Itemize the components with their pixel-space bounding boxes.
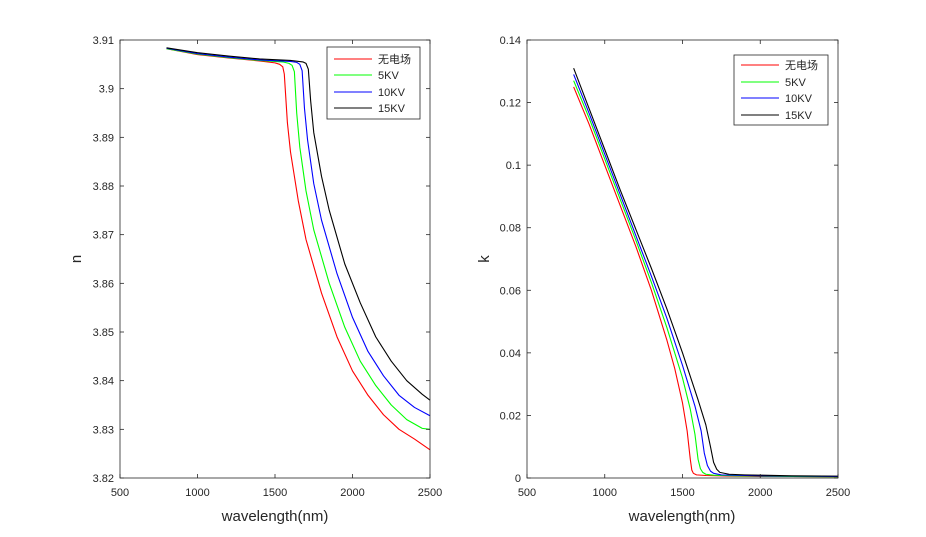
legend-label: 10KV	[785, 93, 813, 105]
x-tick-label: 1500	[263, 487, 287, 499]
y-tick-label: 3.85	[93, 327, 114, 339]
x-tick-label: 500	[111, 487, 129, 499]
y-tick-label: 3.83	[93, 424, 114, 436]
x-tick-label: 2500	[418, 487, 442, 499]
legend-entry: 10KV	[741, 93, 813, 105]
legend: 无电场 5KV 10KV 15KV	[326, 46, 421, 120]
series-line	[573, 74, 839, 477]
x-tick-label: 2500	[826, 487, 850, 499]
x-tick-label: 500	[518, 487, 536, 499]
y-tick-label: 3.9	[99, 84, 114, 96]
x-tick-label: 1000	[185, 487, 209, 499]
y-tick-label: 3.88	[93, 181, 114, 193]
x-tick-label: 2000	[340, 487, 364, 499]
refractive-index-chart: 500 1000 1500 2000 2500 3.82 3.83 3.84 3.85 3.86…	[68, 35, 442, 525]
legend-label: 5KV	[785, 77, 806, 89]
y-tick-label: 0.14	[500, 35, 521, 47]
legend-box	[733, 54, 829, 126]
series-line	[166, 48, 431, 451]
y-axis-label: n	[68, 255, 85, 263]
x-axis-label: wavelength(nm)	[628, 508, 736, 525]
y-tick-label: 0.06	[500, 285, 521, 297]
y-tick-label: 3.82	[93, 473, 114, 485]
y-tick-label: 0	[515, 473, 521, 485]
y-axis-ticks: 3.82 3.83 3.84 3.85 3.86 3.87 3.88 3.89 3.9 3.91	[93, 35, 430, 485]
legend-label: 10KV	[378, 87, 406, 99]
x-tick-label: 1500	[670, 487, 694, 499]
series-line	[166, 47, 431, 401]
y-tick-label: 0.02	[500, 410, 521, 422]
y-tick-label: 3.91	[93, 35, 114, 47]
series-line	[166, 47, 431, 417]
y-tick-label: 3.87	[93, 230, 114, 242]
legend-label: 无电场	[378, 52, 411, 66]
y-axis-label: k	[476, 255, 493, 263]
y-axis-ticks: 0 0.02 0.04 0.06 0.08 0.1 0.12 0.14	[500, 35, 838, 485]
legend-label: 5KV	[378, 70, 399, 82]
legend-entry: 10KV	[334, 87, 406, 99]
legend-entry: 5KV	[334, 70, 399, 82]
legend-entry: 15KV	[334, 103, 406, 115]
x-axis-ticks: 500 1000 1500 2000 2500	[111, 40, 442, 499]
x-axis-ticks: 500 1000 1500 2000 2500	[518, 40, 850, 499]
series-layer	[166, 47, 431, 451]
y-tick-label: 0.12	[500, 98, 521, 110]
series-line	[573, 67, 839, 477]
y-tick-label: 0.04	[500, 348, 521, 360]
y-tick-label: 0.1	[506, 160, 521, 172]
y-tick-label: 3.84	[93, 376, 114, 388]
series-layer	[573, 67, 839, 478]
legend-entry: 5KV	[741, 77, 806, 89]
x-tick-label: 1000	[593, 487, 617, 499]
legend-entry: 无电场	[741, 58, 818, 72]
y-tick-label: 3.86	[93, 278, 114, 290]
y-tick-label: 0.08	[500, 223, 521, 235]
legend-label: 15KV	[785, 110, 813, 122]
y-tick-label: 3.89	[93, 132, 114, 144]
extinction-coefficient-chart: 500 1000 1500 2000 2500 0 0.02 0.04 0.06 0.08 0.1…	[476, 35, 850, 525]
legend-label: 无电场	[785, 58, 818, 72]
legend-entry: 15KV	[741, 110, 813, 122]
legend-entry: 无电场	[334, 52, 411, 66]
legend: 无电场 5KV 10KV 15KV	[733, 54, 829, 126]
x-tick-label: 2000	[748, 487, 772, 499]
x-axis-label: wavelength(nm)	[221, 508, 329, 525]
series-line	[166, 48, 431, 430]
legend-label: 15KV	[378, 103, 406, 115]
